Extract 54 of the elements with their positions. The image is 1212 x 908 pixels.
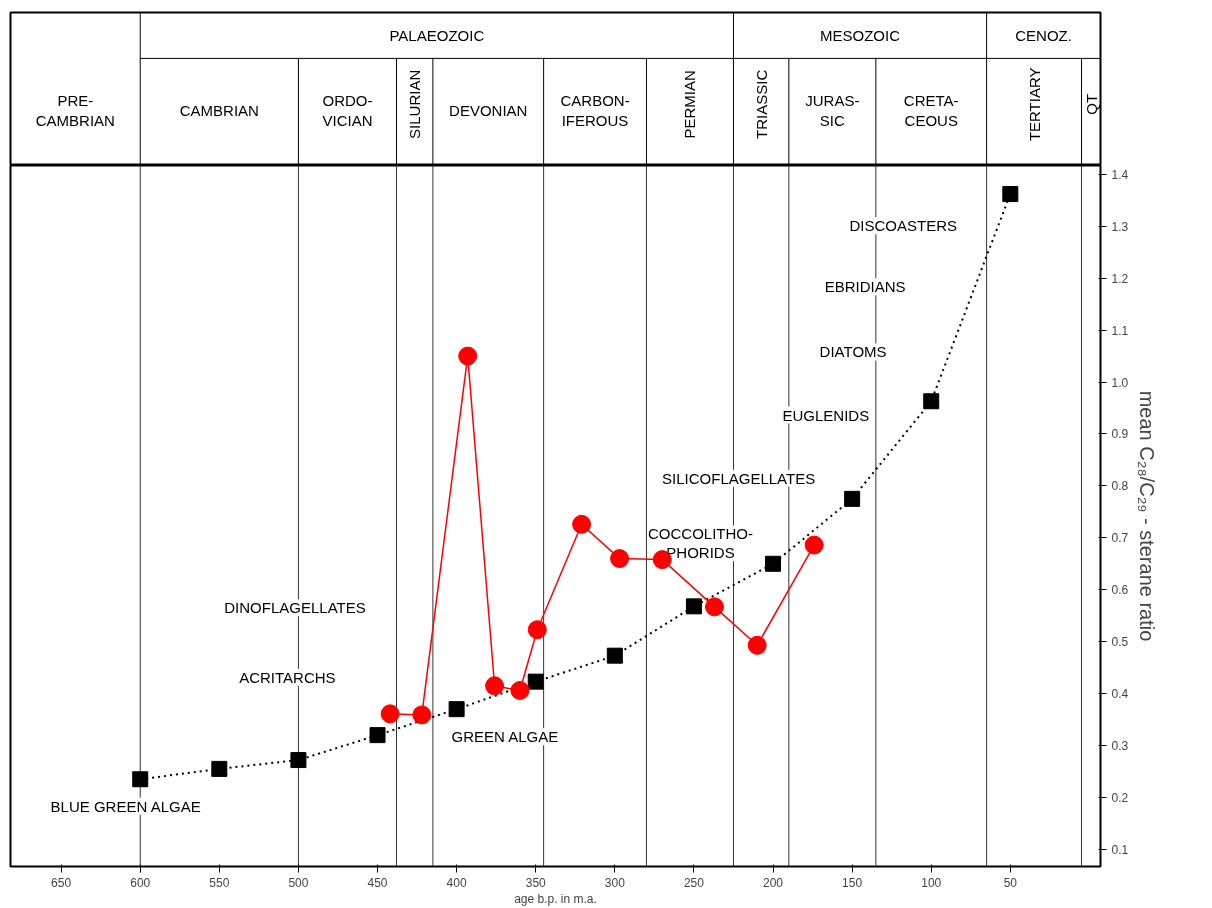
y-tick-label: 0.4 xyxy=(1111,687,1129,702)
y-tick-label: 0.7 xyxy=(1111,531,1129,546)
text: PERMIAN xyxy=(681,70,699,139)
annotation: GREEN ALGAE xyxy=(451,728,559,746)
y-tick-label: 0.1 xyxy=(1111,842,1129,857)
text: CRETA- CEOUS xyxy=(903,92,959,129)
x-tick-label: 250 xyxy=(683,875,705,890)
annotation: DIATOMS xyxy=(819,343,887,361)
x-axis-title: age b.p. in m.a. xyxy=(514,891,597,906)
x-tick-label: 150 xyxy=(842,875,863,890)
annotation: SILICOFLAGELLATES xyxy=(662,469,816,487)
annotation: EBRIDIANS xyxy=(824,278,906,296)
annotation: DISCOASTERS xyxy=(849,217,957,235)
y-tick-label: 0.8 xyxy=(1111,479,1129,494)
x-tick-label: 100 xyxy=(921,875,942,890)
text: CENOZ. xyxy=(1015,26,1072,44)
x-tick-label: 400 xyxy=(446,875,467,890)
annotation: DINOFLAGELLATES xyxy=(224,599,366,617)
text: DEVONIAN xyxy=(449,101,528,119)
y-tick-label: 0.9 xyxy=(1111,427,1129,442)
x-tick-label: 200 xyxy=(763,875,784,890)
annotation: ACRITARCHS xyxy=(239,668,336,686)
x-tick-label: 650 xyxy=(51,875,72,890)
text: CARBON- IFEROUS xyxy=(560,92,630,129)
annotation: COCCOLITHO- PHORIDS xyxy=(647,525,753,562)
y-tick-label: 1.0 xyxy=(1111,375,1129,390)
x-tick-label: 450 xyxy=(367,875,388,890)
text: ORDO- VICIAN xyxy=(322,92,373,129)
x-tick-label: 50 xyxy=(1003,875,1018,890)
y-tick-label: 0.3 xyxy=(1111,739,1129,754)
text: CAMBRIAN xyxy=(179,101,259,119)
y-tick-label: 0.6 xyxy=(1111,583,1129,598)
x-tick-label: 550 xyxy=(209,875,230,890)
y-tick-label: 1.4 xyxy=(1111,167,1129,182)
text: PRE- CAMBRIAN xyxy=(35,92,115,129)
y-tick-label: 1.2 xyxy=(1111,271,1129,286)
annotation: BLUE GREEN ALGAE xyxy=(50,797,201,815)
annotation: EUGLENIDS xyxy=(782,406,870,424)
y-tick-label: 0.5 xyxy=(1111,635,1129,650)
y-tick-label: 1.1 xyxy=(1111,323,1129,338)
text: TRIASSIC xyxy=(752,69,770,139)
x-tick-label: 500 xyxy=(288,875,309,890)
x-tick-label: 600 xyxy=(130,875,151,890)
text: PALAEOZOIC xyxy=(389,26,485,44)
text: JURAS- SIC xyxy=(805,92,860,129)
y-tick-label: 1.3 xyxy=(1111,219,1129,234)
text: SILURIAN xyxy=(406,69,424,139)
x-tick-label: 300 xyxy=(604,875,626,890)
text: TERTIARY xyxy=(1025,67,1043,142)
text: MESOZOIC xyxy=(820,26,901,44)
y-axis-title: mean C₂₈/C₂₉ - sterane ratio xyxy=(1136,390,1159,642)
y-tick-label: 0.2 xyxy=(1111,790,1129,805)
x-tick-label: 350 xyxy=(525,875,547,890)
text: QT xyxy=(1082,93,1100,115)
